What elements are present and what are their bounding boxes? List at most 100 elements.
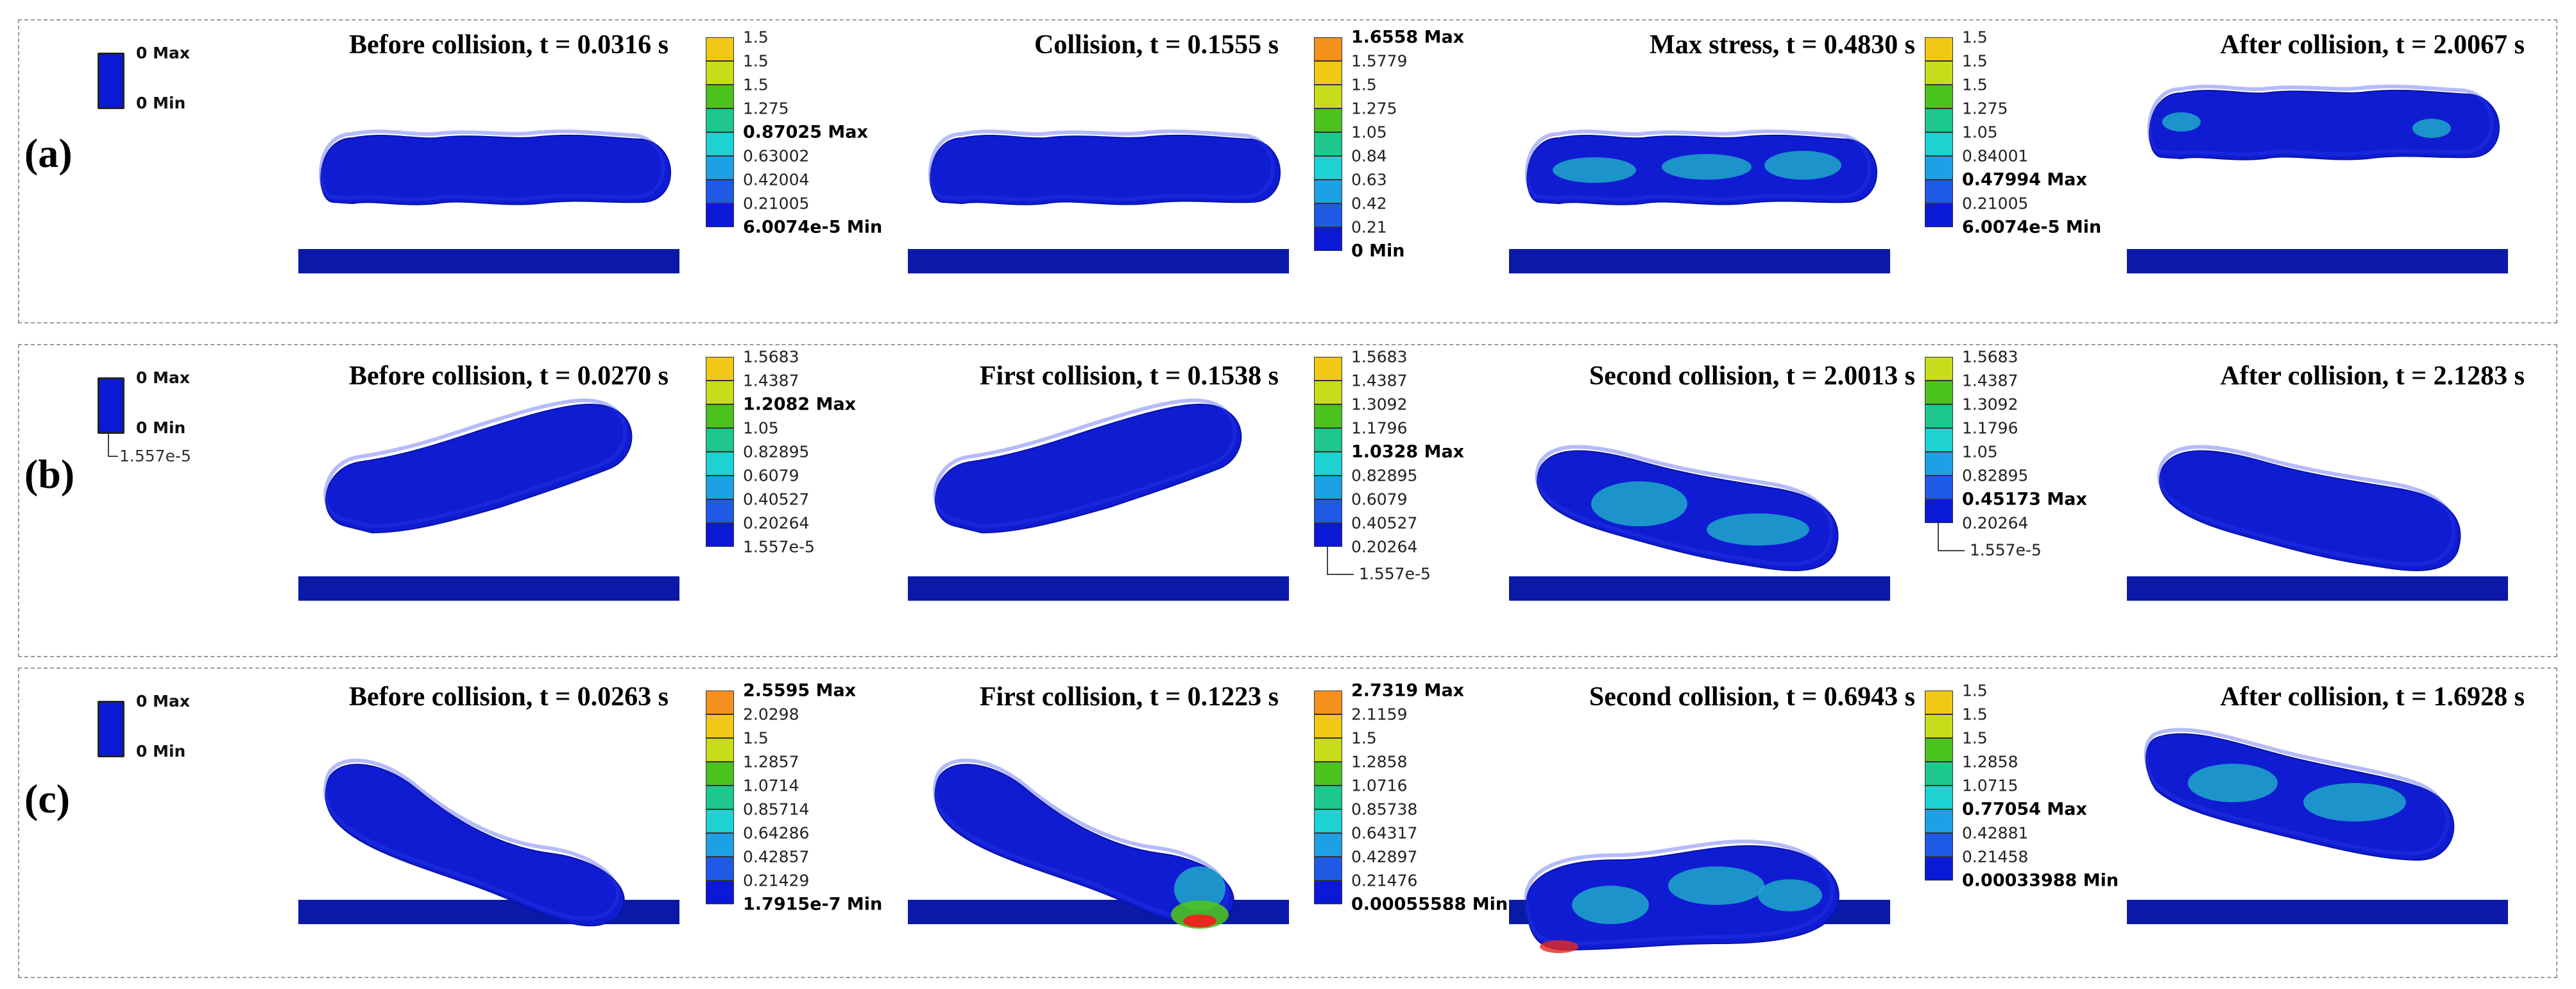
- scale-tick-label: 2.7319 Max: [1351, 680, 1465, 701]
- scale-tick-label: 1.0715: [1962, 776, 2018, 795]
- panel-title: Collision, t = 0.1555 s: [1034, 30, 1279, 60]
- scale-tick-label: 0.63: [1351, 170, 1387, 189]
- scale-tick-label: 0.84: [1351, 146, 1387, 166]
- scale-tick-label: 1.5683: [1962, 347, 2018, 366]
- panel-title: Second collision, t = 0.6943 s: [1589, 682, 1915, 712]
- scale-tick-label: 1.2858: [1962, 752, 2018, 771]
- scale-segment: [1314, 833, 1342, 857]
- scale-segment: [1925, 404, 1953, 428]
- ground-plate: [2127, 249, 2508, 273]
- specimen-body: [934, 403, 1242, 534]
- scale-tick-label: 0.82895: [1962, 466, 2029, 485]
- ground-plate: [1509, 249, 1890, 273]
- specimen-1-3: [2157, 445, 2461, 571]
- specimen-0-2: [1524, 129, 1877, 205]
- scale-tick-label: 1.05: [1351, 123, 1387, 142]
- scale-tick-label: 0.21: [1351, 218, 1387, 237]
- stress-patch: [1764, 151, 1841, 180]
- scale-tick-label: 0.21476: [1351, 871, 1418, 890]
- specimen-1-1: [933, 398, 1242, 534]
- scale-segment: [1925, 786, 1953, 809]
- scale-tick-label: 0.45173 Max: [1962, 489, 2087, 510]
- scale-segment: [1925, 452, 1953, 476]
- specimen-sheen: [1524, 839, 1834, 945]
- row-label: (a): [24, 130, 73, 176]
- scale-tick-label: 0.21005: [1962, 194, 2029, 213]
- scale-segment: [1314, 132, 1342, 156]
- mini-legend-sub: 1.557e-5: [119, 447, 191, 465]
- scale-segment: [706, 357, 734, 381]
- mini-legend-min: 0 Min: [136, 742, 186, 761]
- scale-segment: [1314, 499, 1342, 523]
- scale-tick-label: 0.42897: [1351, 847, 1418, 866]
- scale-segment: [1314, 37, 1342, 61]
- scale-tick-label: 1.5779: [1351, 51, 1408, 71]
- specimen-body: [2159, 450, 2461, 571]
- specimen-2-0: [323, 759, 625, 927]
- scale-tick-label: 1.5: [1962, 681, 1988, 700]
- stress-hotspot-red: [1183, 915, 1216, 927]
- scale-foot-leader: [1327, 547, 1354, 575]
- scale-tick-label: 0.63002: [743, 146, 810, 166]
- ground-plate: [908, 576, 1289, 601]
- scale-tick-label: 1.1796: [1962, 418, 2018, 438]
- scale-tick-label: 1.5683: [743, 347, 799, 366]
- ground-plate: [298, 249, 679, 273]
- stress-patch: [1707, 513, 1809, 546]
- scale-tick-label: 0.64317: [1351, 823, 1418, 843]
- stress-patch: [2412, 119, 2451, 138]
- scale-segment: [1314, 85, 1342, 108]
- scale-tick-label: 1.0716: [1351, 776, 1408, 795]
- row-label: (c): [24, 776, 71, 821]
- scale-tick-label: 1.5: [743, 728, 769, 748]
- scale-segment: [1314, 108, 1342, 132]
- scale-tick-label: 0.82895: [743, 442, 810, 461]
- scale-segment: [706, 476, 734, 499]
- specimen-body: [930, 134, 1281, 205]
- scale-segment: [1925, 499, 1953, 523]
- scale-segment: [1925, 61, 1953, 85]
- scale-segment: [1925, 180, 1953, 203]
- specimen-0-0: [318, 129, 671, 205]
- scale-segment: [1314, 227, 1342, 251]
- scale-segment: [1314, 381, 1342, 404]
- stress-patch: [1174, 866, 1225, 911]
- scale-segment: [1314, 404, 1342, 428]
- row-frame-c: [18, 667, 2557, 978]
- scale-foot-label: 1.557e-5: [1359, 564, 1431, 583]
- scale-tick-label: 1.3092: [1962, 395, 2018, 414]
- scale-segment: [706, 37, 734, 61]
- ground-plate: [908, 249, 1289, 273]
- specimen-body: [320, 134, 671, 205]
- scale-segment: [1314, 809, 1342, 833]
- ground-plate: [2127, 576, 2508, 601]
- stress-patch: [1662, 154, 1752, 180]
- mini-legend-swatch: [98, 377, 124, 434]
- specimen-sheen: [933, 398, 1237, 528]
- scale-segment: [706, 762, 734, 786]
- scale-tick-label: 1.5: [1962, 28, 1988, 47]
- specimen-2-2: [1524, 839, 1839, 953]
- specimen-body: [2149, 89, 2500, 160]
- stress-patch: [1591, 481, 1687, 526]
- mini-legend-min: 0 Min: [136, 418, 186, 437]
- panel-title: Before collision, t = 0.0316 s: [349, 30, 669, 60]
- scale-segment: [706, 714, 734, 738]
- scale-foot-label: 1.557e-5: [1970, 540, 2042, 560]
- row-label: (b): [24, 451, 75, 497]
- scale-tick-label: 0.47994 Max: [1962, 169, 2087, 190]
- scale-tick-label: 1.5: [1962, 705, 1988, 724]
- scale-tick-label: 1.0328 Max: [1351, 442, 1465, 462]
- scale-segment: [1925, 428, 1953, 452]
- scale-segment: [1314, 762, 1342, 786]
- scale-tick-label: 0.64286: [743, 823, 810, 843]
- scale-tick-label: 0.40527: [1351, 513, 1418, 533]
- scale-tick-label: 1.05: [1962, 442, 1998, 461]
- scale-tick-label: 1.5: [1962, 51, 1988, 71]
- panel-title: Before collision, t = 0.0263 s: [349, 682, 669, 712]
- scale-tick-label: 2.1159: [1351, 705, 1408, 724]
- specimen-0-1: [928, 129, 1281, 205]
- scale-tick-label: 0.20264: [1351, 537, 1418, 556]
- scale-segment: [1925, 762, 1953, 786]
- scale-segment: [706, 833, 734, 857]
